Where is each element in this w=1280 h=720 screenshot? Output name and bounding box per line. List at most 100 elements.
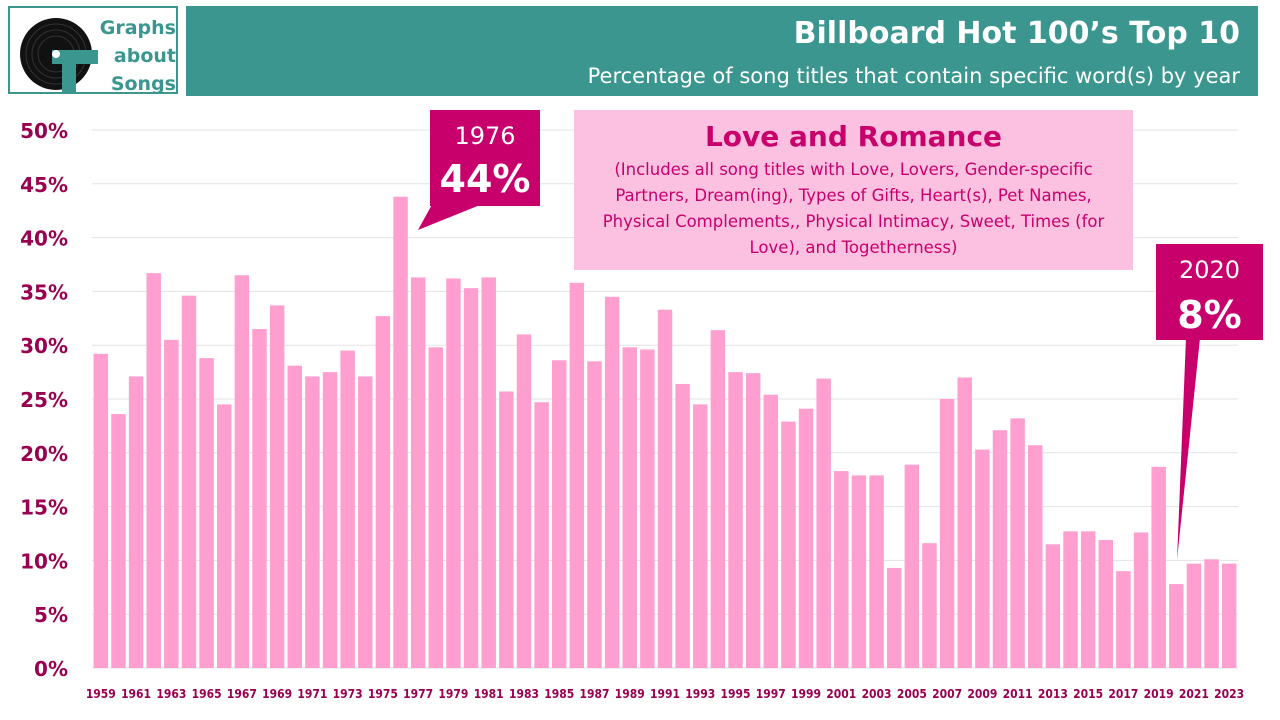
bar-1964 — [181, 295, 197, 668]
bar-1995 — [728, 372, 743, 668]
x-tick-label: 1979 — [438, 687, 468, 701]
bar-1984 — [534, 402, 549, 668]
x-tick-label: 1993 — [685, 687, 715, 701]
bar-2007 — [939, 399, 955, 668]
x-tick-label: 1975 — [368, 687, 398, 701]
x-tick-label: 1991 — [650, 687, 680, 701]
bar-1975 — [375, 316, 391, 668]
bar-2015 — [1080, 531, 1096, 668]
info-box-description: (Includes all song titles with Love, Lov… — [602, 160, 1105, 257]
bar-1969 — [269, 305, 285, 668]
info-box-title: Love and Romance — [704, 120, 1003, 153]
bar-1972 — [322, 372, 338, 668]
x-tick-label: 1997 — [756, 687, 786, 701]
bar-2014 — [1063, 531, 1078, 668]
y-axis-ticks: 0% 5% 10% 15% 20% 25% 30% 35% 40% 45% 50% — [20, 119, 68, 681]
x-tick-label: 1999 — [791, 687, 821, 701]
vinyl-record-icon — [20, 18, 98, 94]
bar-1987 — [587, 361, 602, 668]
x-tick-label: 1983 — [509, 687, 539, 701]
bar-1989 — [622, 347, 637, 668]
y-tick-label: 20% — [20, 442, 68, 466]
x-tick-label: 1977 — [403, 687, 433, 701]
x-tick-label: 1981 — [474, 687, 504, 701]
bar-1993 — [693, 404, 708, 668]
bar-2018 — [1133, 532, 1149, 668]
bar-1965 — [199, 358, 214, 668]
bar-1973 — [340, 350, 355, 668]
bar-2005 — [904, 464, 920, 668]
bar-1976 — [393, 196, 408, 668]
x-tick-label: 1959 — [86, 687, 116, 701]
bar-2011 — [1010, 418, 1025, 668]
bar-1996 — [745, 373, 761, 668]
x-tick-label: 1973 — [333, 687, 363, 701]
bar-1997 — [763, 394, 779, 668]
bar-2022 — [1204, 559, 1219, 668]
y-tick-label: 15% — [20, 496, 68, 520]
x-axis-ticks: 1959 1961 1963 1965 1967 1969 1971 1973 1975 1977… — [86, 687, 1244, 701]
header-bar: Billboard Hot 100’s Top 10 Percentage of… — [186, 6, 1258, 96]
x-tick-label: 2023 — [1214, 687, 1244, 701]
bar-1994 — [710, 330, 726, 668]
bar-2017 — [1116, 571, 1131, 668]
x-tick-label: 2007 — [932, 687, 962, 701]
x-tick-label: 2009 — [967, 687, 997, 701]
bar-1977 — [410, 277, 426, 668]
y-tick-label: 30% — [20, 334, 68, 358]
x-tick-label: 1961 — [121, 687, 151, 701]
bar-1962 — [146, 273, 161, 668]
logo: Graphs about Songs — [8, 6, 178, 95]
page-title: Billboard Hot 100’s Top 10 — [793, 16, 1240, 51]
bar-2013 — [1045, 544, 1061, 668]
bars — [93, 196, 1237, 668]
bar-2003 — [869, 475, 884, 668]
callout-peak-value: 44% — [440, 157, 531, 201]
bar-1960 — [111, 414, 126, 668]
y-tick-label: 5% — [34, 603, 68, 627]
bar-2004 — [886, 567, 902, 668]
bar-1959 — [93, 353, 109, 668]
bar-1971 — [305, 376, 320, 668]
bar-2019 — [1151, 466, 1166, 668]
logo-line: Songs — [110, 73, 176, 95]
bar-1988 — [604, 296, 620, 668]
bar-1974 — [358, 376, 373, 668]
logo-line: Graphs — [99, 17, 176, 39]
x-tick-label: 1969 — [262, 687, 292, 701]
callout-peak: 1976 44% — [418, 110, 540, 230]
bar-1979 — [446, 278, 461, 668]
bar-1978 — [428, 347, 444, 668]
x-tick-label: 1989 — [615, 687, 645, 701]
callout-peak-year: 1976 — [454, 122, 515, 150]
y-tick-label: 45% — [20, 173, 68, 197]
bar-1999 — [798, 408, 814, 668]
bar-1968 — [252, 329, 267, 668]
bar-1983 — [516, 334, 532, 668]
x-tick-label: 1985 — [544, 687, 574, 701]
bar-1981 — [481, 277, 496, 668]
y-tick-label: 10% — [20, 549, 68, 573]
x-tick-label: 2005 — [897, 687, 927, 701]
bar-1985 — [551, 360, 567, 668]
y-tick-label: 25% — [20, 388, 68, 412]
bar-2020 — [1169, 584, 1184, 668]
bar-2012 — [1028, 445, 1043, 668]
bar-1990 — [640, 349, 655, 668]
y-tick-label: 50% — [20, 119, 68, 143]
bar-1966 — [217, 404, 232, 668]
bar-1970 — [287, 365, 302, 668]
bar-2001 — [834, 471, 849, 668]
bar-2021 — [1186, 563, 1202, 668]
bar-2016 — [1098, 539, 1113, 668]
x-tick-label: 2003 — [862, 687, 892, 701]
bar-1980 — [463, 288, 479, 668]
callouts: 1976 44% 2020 8% — [418, 110, 1263, 560]
x-tick-label: 2015 — [1073, 687, 1103, 701]
info-box: Love and Romance (Includes all song titl… — [574, 110, 1133, 270]
callout-low-value: 8% — [1177, 293, 1242, 337]
bar-2008 — [957, 377, 972, 668]
y-tick-label: 35% — [20, 280, 68, 304]
bar-1991 — [657, 309, 673, 668]
